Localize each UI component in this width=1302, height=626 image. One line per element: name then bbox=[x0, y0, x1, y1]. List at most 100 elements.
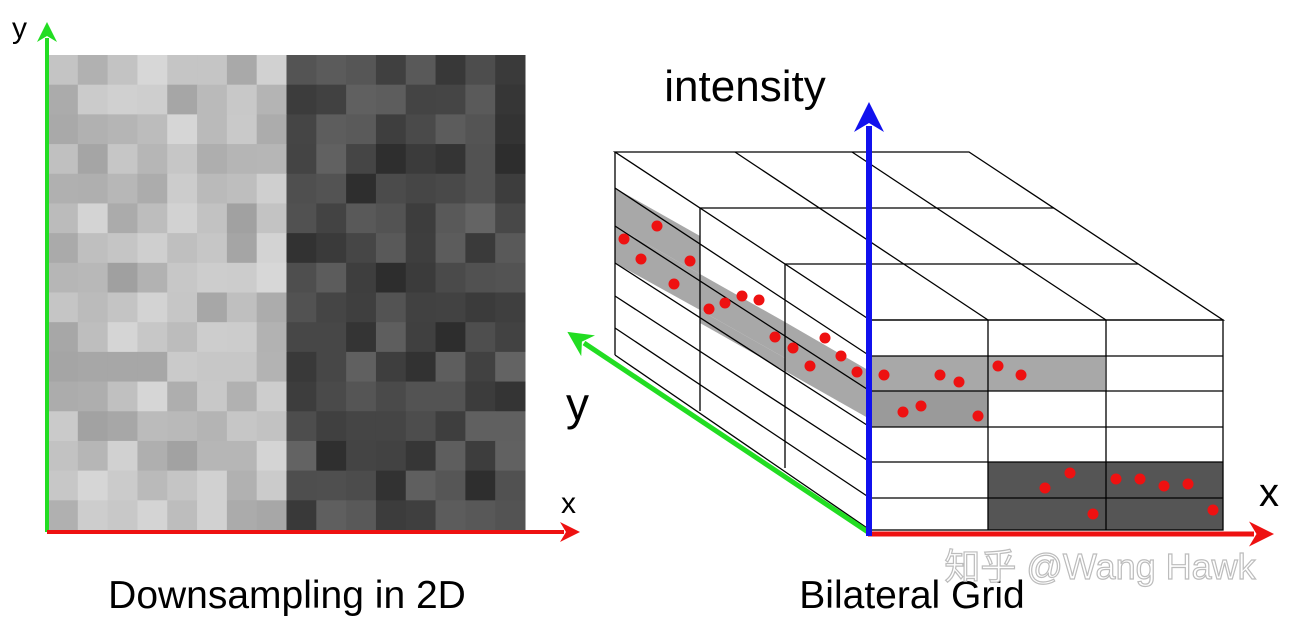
pixel-cell bbox=[48, 440, 79, 472]
pixel-cell bbox=[167, 322, 198, 353]
pixel-cell bbox=[316, 55, 347, 86]
pixel-cell bbox=[286, 440, 317, 472]
pixel-cell bbox=[77, 322, 109, 353]
pixel-cell bbox=[495, 500, 526, 531]
pixel-cell bbox=[167, 440, 198, 472]
left-caption: Downsampling in 2D bbox=[108, 574, 466, 617]
pixel-cell bbox=[167, 203, 198, 234]
pixel-cell bbox=[316, 114, 347, 145]
pixel-cell bbox=[495, 55, 526, 86]
pixel-cell bbox=[48, 55, 79, 86]
pixel-cell bbox=[197, 203, 228, 234]
pixel-cell bbox=[435, 55, 466, 86]
pixel-cell bbox=[197, 144, 228, 175]
pixel-cell bbox=[286, 292, 317, 323]
pixel-cell bbox=[465, 114, 496, 145]
pixel-cell bbox=[435, 203, 466, 234]
pixel-cell bbox=[137, 84, 168, 115]
pixel-cell bbox=[107, 173, 138, 204]
pixel-cell bbox=[48, 114, 79, 145]
pixel-cell bbox=[316, 144, 347, 175]
sample-point bbox=[1064, 467, 1076, 479]
pixel-cell bbox=[48, 351, 79, 383]
pixel-cell bbox=[137, 381, 168, 412]
pixel-cell bbox=[375, 322, 407, 353]
sample-point bbox=[972, 410, 984, 422]
pixel-cell bbox=[256, 144, 287, 175]
pixel-cell bbox=[286, 322, 317, 353]
pixel-cell bbox=[77, 144, 109, 175]
pixel-cell bbox=[346, 292, 377, 323]
pixel-cell bbox=[495, 233, 526, 264]
pixel-cell bbox=[435, 262, 466, 293]
pixel-cell bbox=[77, 500, 109, 531]
sample-point bbox=[897, 406, 909, 418]
pixel-cell bbox=[375, 233, 407, 264]
pixel-cell bbox=[107, 470, 138, 501]
pixel-cell bbox=[256, 500, 287, 531]
pixel-cell bbox=[107, 144, 138, 175]
pixel-cell bbox=[375, 262, 407, 293]
pixel-cell bbox=[405, 470, 437, 501]
right-caption: Bilateral Grid bbox=[799, 574, 1024, 617]
pixel-cell bbox=[197, 322, 228, 353]
pixel-cell bbox=[226, 411, 258, 442]
pixel-cell bbox=[495, 292, 526, 323]
pixel-cell bbox=[256, 322, 287, 353]
right-x-axis-label: x bbox=[1259, 471, 1279, 515]
pixel-cell bbox=[197, 262, 228, 293]
pixel-cell bbox=[405, 144, 437, 175]
pixel-cell bbox=[107, 233, 138, 264]
shaded-cell bbox=[700, 310, 785, 371]
pixel-cell bbox=[346, 203, 377, 234]
pixel-cell bbox=[226, 173, 258, 204]
pixel-cell bbox=[316, 173, 347, 204]
pixel-cell bbox=[375, 440, 407, 472]
pixel-cell bbox=[495, 322, 526, 353]
sample-point bbox=[1039, 482, 1051, 494]
pixel-cell bbox=[48, 144, 79, 175]
pixel-cell bbox=[495, 144, 526, 175]
shaded-cell bbox=[870, 391, 988, 427]
pixel-cell bbox=[465, 322, 496, 353]
pixel-cell bbox=[226, 470, 258, 501]
pixel-cell bbox=[256, 173, 287, 204]
pixel-cell bbox=[375, 292, 407, 323]
pixel-cell bbox=[346, 262, 377, 293]
pixel-cell bbox=[137, 440, 168, 472]
pixel-cell bbox=[375, 500, 407, 531]
pixel-cell bbox=[465, 144, 496, 175]
pixel-cell bbox=[316, 292, 347, 323]
pixel-cell bbox=[197, 114, 228, 145]
shaded-cell bbox=[988, 498, 1106, 530]
pixel-cell bbox=[405, 381, 437, 412]
sample-point bbox=[1110, 473, 1122, 485]
pixel-cell bbox=[226, 351, 258, 383]
shaded-cell bbox=[988, 356, 1105, 391]
pixel-cell bbox=[346, 84, 377, 115]
pixel-cell bbox=[77, 292, 109, 323]
pixel-cell bbox=[316, 233, 347, 264]
pixel-cell bbox=[435, 440, 466, 472]
sample-point bbox=[787, 342, 799, 354]
pixel-cell bbox=[286, 203, 317, 234]
downsampling-panel: y x Downsampling in 2D bbox=[12, 12, 580, 617]
pixel-cell bbox=[495, 470, 526, 501]
pixel-cell bbox=[435, 292, 466, 323]
pixel-cell bbox=[77, 233, 109, 264]
pixel-cell bbox=[256, 262, 287, 293]
pixel-cell bbox=[107, 500, 138, 531]
sample-point bbox=[703, 303, 715, 315]
pixel-cell bbox=[256, 233, 287, 264]
pixel-cell bbox=[226, 114, 258, 145]
pixel-cell bbox=[465, 292, 496, 323]
pixel-cell bbox=[286, 233, 317, 264]
sample-point bbox=[992, 360, 1004, 372]
pixel-grid bbox=[48, 55, 526, 531]
pixel-cell bbox=[226, 233, 258, 264]
pixel-cell bbox=[465, 84, 496, 115]
pixel-cell bbox=[346, 55, 377, 86]
pixel-cell bbox=[167, 351, 198, 383]
pixel-cell bbox=[286, 262, 317, 293]
